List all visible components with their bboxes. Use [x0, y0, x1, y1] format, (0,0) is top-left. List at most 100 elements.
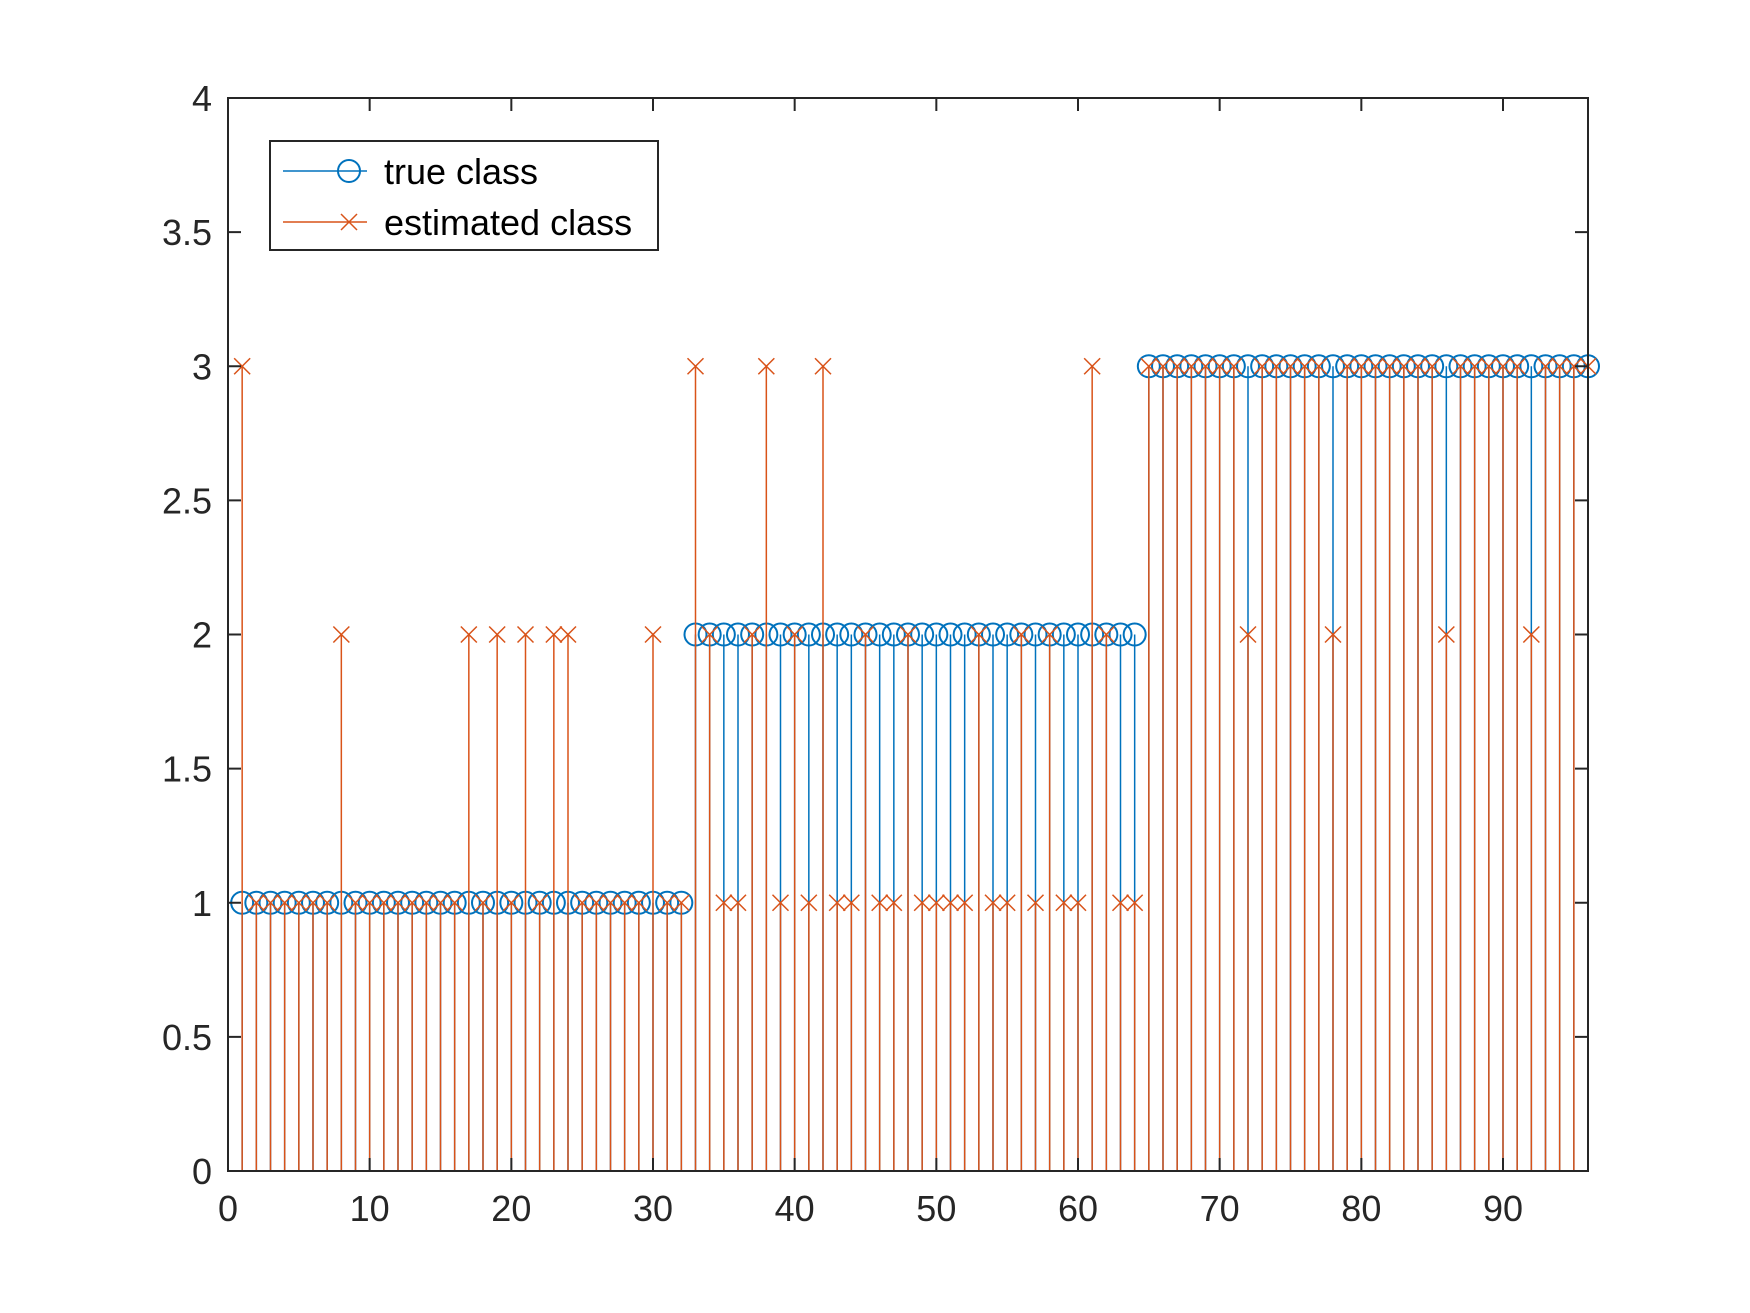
- marker-stroke: [474, 894, 492, 912]
- marker-stroke: [630, 894, 648, 912]
- marker-stroke: [743, 625, 761, 644]
- x-tick-label: 0: [218, 1188, 238, 1229]
- marker-true-class: [1321, 354, 1345, 379]
- x-tick-label: 80: [1341, 1188, 1381, 1229]
- marker-estimated-class: [658, 894, 676, 912]
- marker-estimated-class: [956, 894, 974, 912]
- marker-estimated-class: [460, 625, 478, 644]
- marker-stroke: [531, 894, 549, 912]
- x-tick-label: 30: [633, 1188, 673, 1229]
- marker-estimated-class: [856, 625, 875, 644]
- marker-stroke: [715, 894, 733, 912]
- marker-estimated-class: [1083, 357, 1101, 375]
- marker-estimated-class: [474, 894, 492, 912]
- marker-estimated-class: [984, 894, 1002, 912]
- marker-estimated-class: [1111, 894, 1130, 912]
- marker-stroke: [1381, 357, 1399, 375]
- x-tick-label: 90: [1483, 1188, 1523, 1229]
- marker-stroke: [1253, 357, 1271, 375]
- marker-stroke: [686, 357, 705, 375]
- marker-estimated-class: [1310, 357, 1328, 375]
- marker-estimated-class: [1423, 357, 1441, 375]
- marker-estimated-class: [1409, 357, 1427, 375]
- x-tick-label: 40: [775, 1188, 815, 1229]
- legend-marker-circle-icon: [337, 159, 361, 183]
- marker-stroke: [1437, 625, 1455, 644]
- marker-stroke: [1451, 357, 1470, 375]
- marker-estimated-class: [361, 894, 379, 912]
- marker-estimated-class: [1097, 625, 1115, 644]
- marker-estimated-class: [913, 894, 931, 912]
- marker-estimated-class: [587, 894, 605, 912]
- marker-stroke: [1026, 894, 1045, 912]
- marker-stroke: [545, 625, 563, 644]
- marker-estimated-class: [502, 894, 520, 912]
- marker-estimated-class: [715, 894, 733, 912]
- marker-estimated-class: [800, 894, 818, 912]
- marker-stroke: [814, 357, 832, 375]
- x-tick-label: 70: [1200, 1188, 1240, 1229]
- marker-true-class: [825, 622, 850, 647]
- marker-estimated-class: [644, 625, 662, 644]
- marker-stroke: [1522, 625, 1540, 644]
- marker-stroke: [1324, 625, 1342, 644]
- marker-stroke: [389, 894, 407, 912]
- marker-estimated-class: [389, 894, 407, 912]
- legend-marker-x-icon: [340, 213, 358, 231]
- marker-true-class: [1023, 622, 1048, 647]
- marker-true-class: [768, 622, 793, 647]
- marker-estimated-class: [1225, 357, 1243, 375]
- marker-stroke: [1310, 357, 1328, 375]
- marker-true-class: [796, 622, 821, 647]
- y-tick-label: 1: [192, 883, 212, 924]
- marker-estimated-class: [1466, 357, 1484, 375]
- marker-true-class: [867, 622, 892, 647]
- axes-layer: 0 10 20 30 40 50 60 70 80 90 0 0.5 1 1.5 2 2.5 3 3.5 4: [162, 78, 1589, 1229]
- marker-stroke: [842, 894, 860, 912]
- marker-estimated-class: [601, 894, 620, 912]
- marker-stroke: [644, 625, 662, 644]
- marker-stroke: [729, 894, 747, 912]
- marker-stroke: [927, 894, 945, 912]
- marker-stroke: [573, 894, 591, 912]
- marker-estimated-class: [871, 894, 889, 912]
- marker-estimated-class: [1551, 357, 1569, 375]
- marker-estimated-class: [743, 625, 761, 644]
- marker-estimated-class: [290, 894, 308, 912]
- marker-true-class: [952, 622, 977, 647]
- marker-stroke: [899, 625, 917, 644]
- legend: true class estimated class: [269, 140, 659, 251]
- marker-estimated-class: [403, 894, 421, 912]
- marker-stroke: [559, 625, 577, 644]
- marker-stroke: [1536, 357, 1555, 375]
- marker-stroke: [233, 357, 251, 375]
- marker-stroke: [1352, 357, 1370, 375]
- marker-estimated-class: [899, 625, 917, 644]
- marker-stroke: [1055, 894, 1073, 912]
- marker-stroke: [757, 357, 775, 375]
- marker-true-class: [938, 622, 963, 647]
- marker-stroke: [304, 894, 322, 912]
- marker-estimated-class: [261, 894, 280, 912]
- marker-stroke: [431, 894, 450, 912]
- marker-estimated-class: [1381, 357, 1399, 375]
- marker-stroke: [1508, 357, 1526, 375]
- marker-stroke: [885, 894, 903, 912]
- marker-estimated-class: [672, 894, 690, 912]
- y-tick-label: 0: [192, 1151, 212, 1192]
- marker-estimated-class: [927, 894, 945, 912]
- x-tick-label: 20: [491, 1188, 531, 1229]
- marker-stroke: [502, 894, 520, 912]
- marker-true-class: [981, 622, 1005, 647]
- marker-estimated-class: [1026, 894, 1045, 912]
- marker-estimated-class: [1281, 357, 1300, 375]
- marker-stroke: [1281, 357, 1300, 375]
- marker-true-class: [1434, 354, 1459, 379]
- marker-estimated-class: [318, 894, 336, 912]
- marker-stroke: [1494, 357, 1512, 375]
- marker-true-class: [1051, 622, 1076, 647]
- marker-stroke: [956, 894, 974, 912]
- marker-true-class: [1519, 354, 1544, 379]
- marker-stroke: [1168, 357, 1186, 375]
- marker-stroke: [856, 625, 875, 644]
